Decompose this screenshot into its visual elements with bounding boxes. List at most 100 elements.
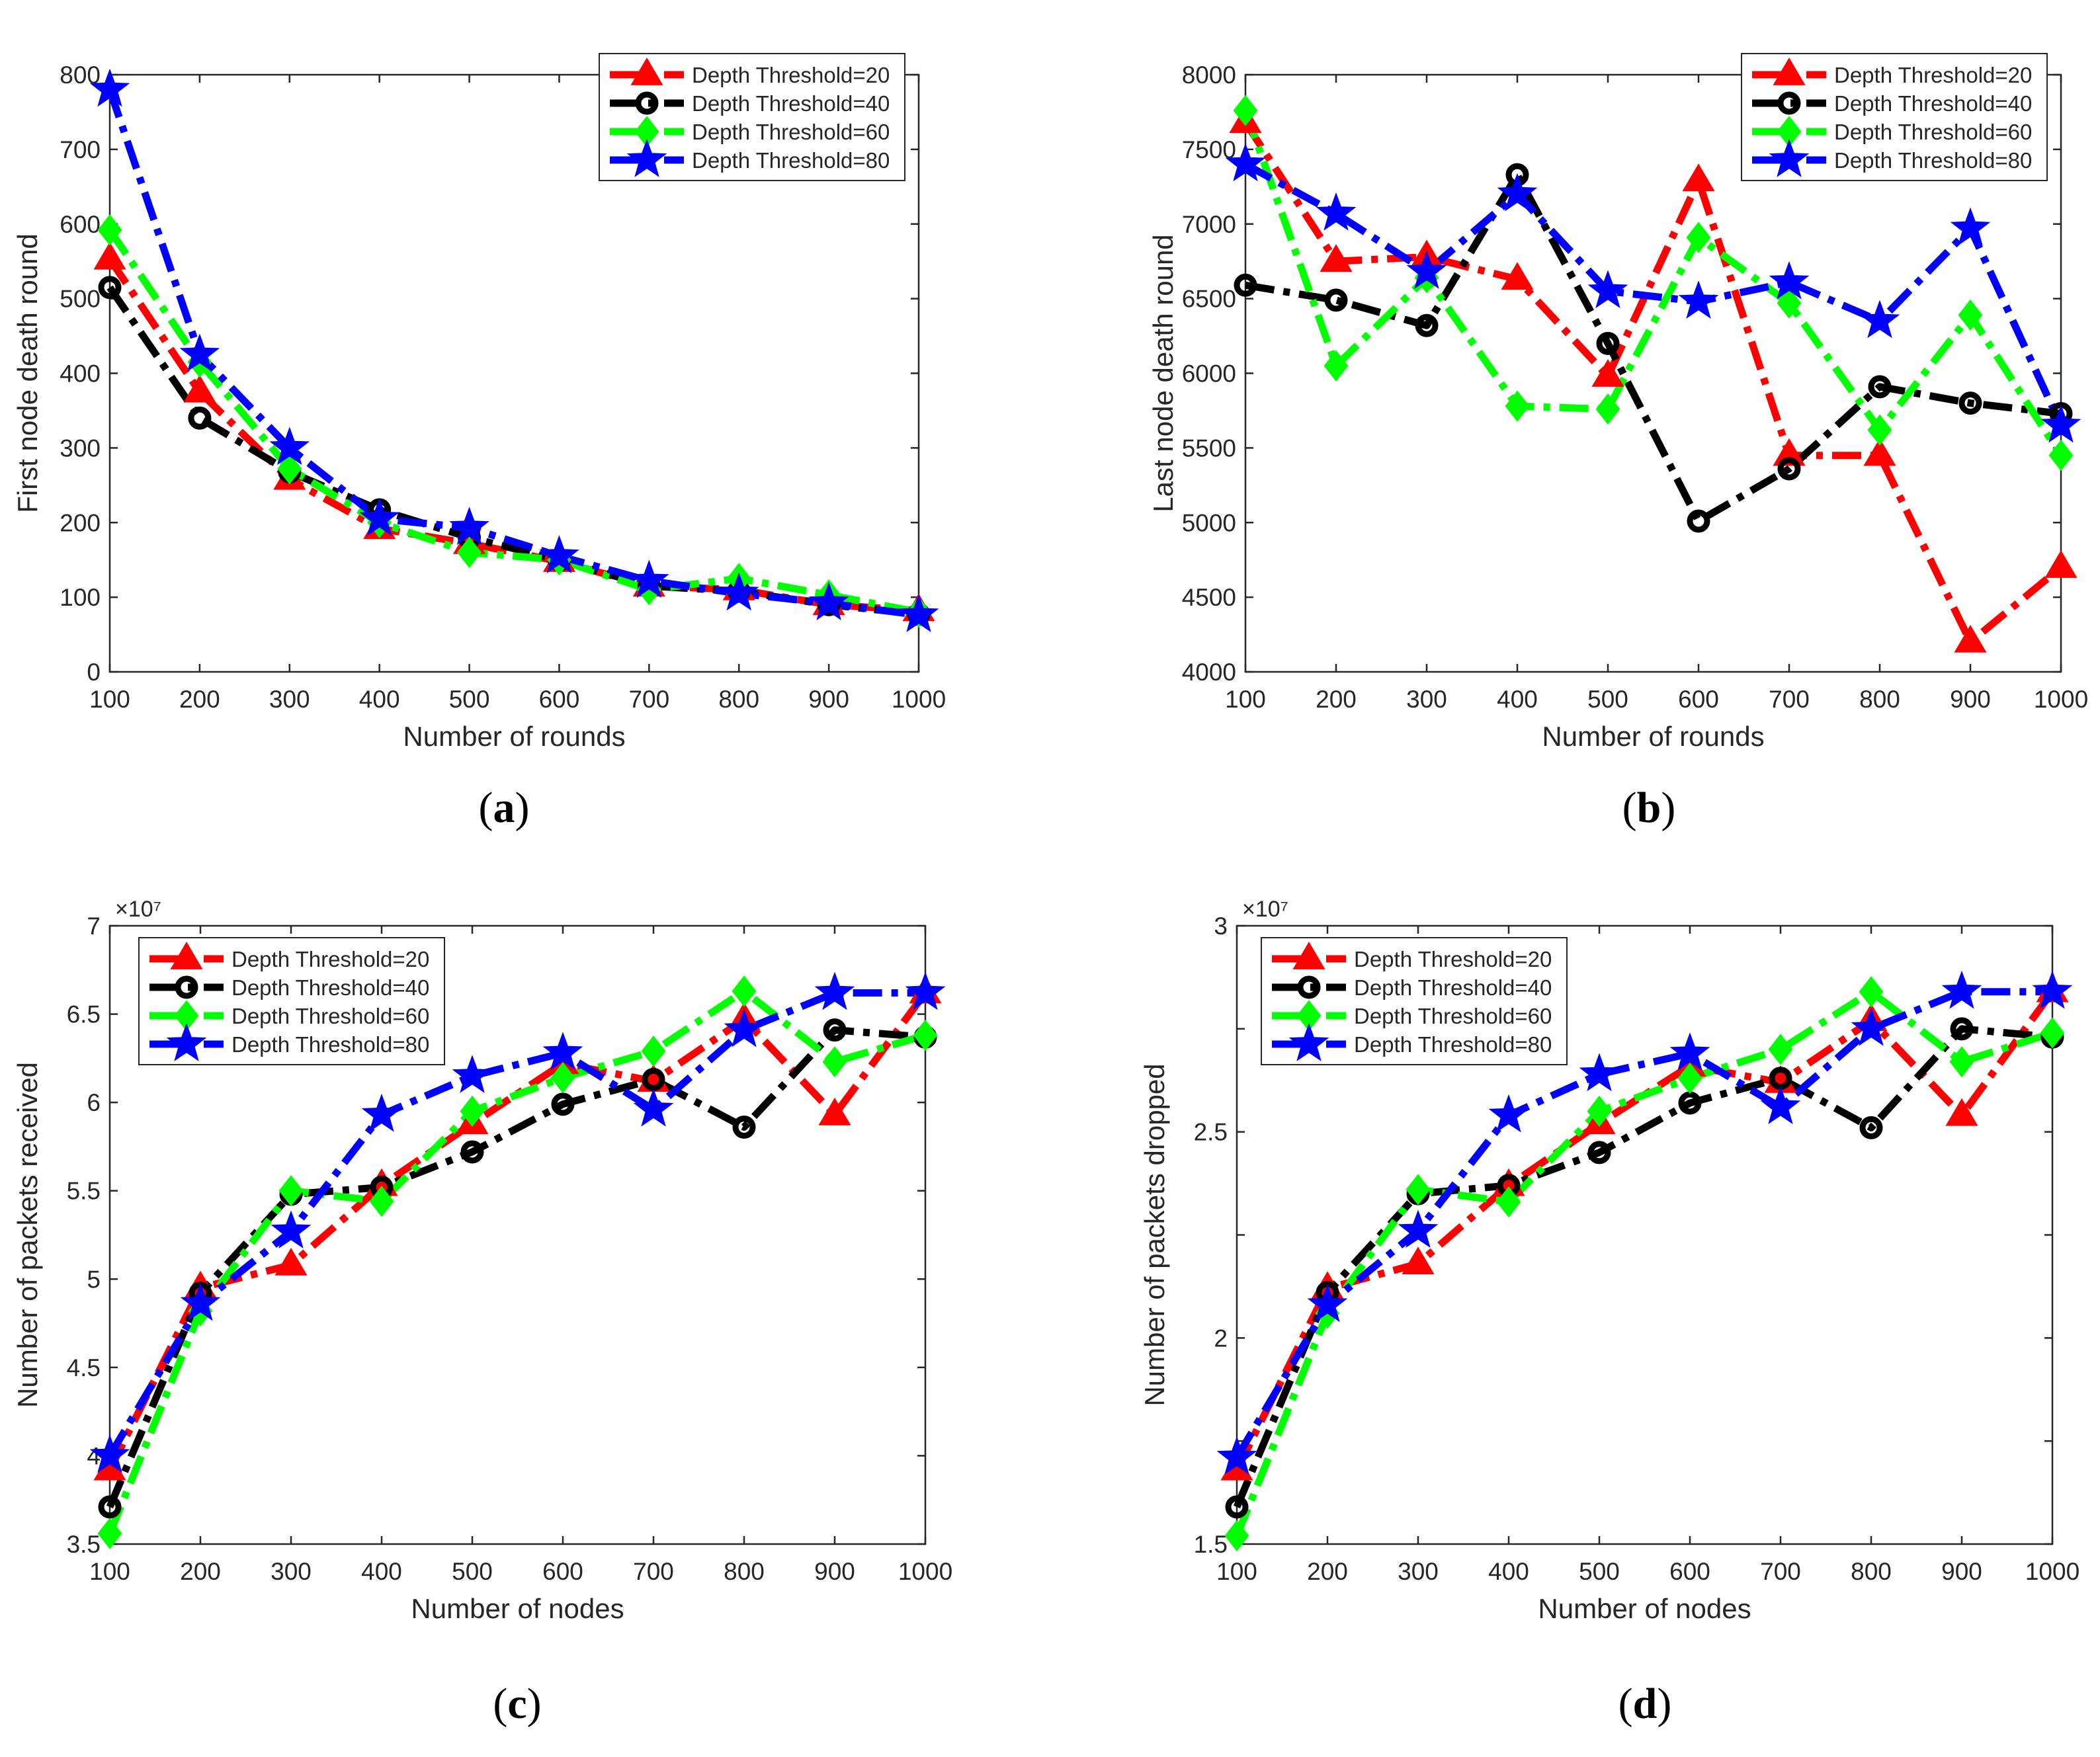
legend-entry: Depth Threshold=60 bbox=[1272, 1000, 1552, 1032]
data-point bbox=[1216, 1436, 1257, 1475]
x-tick-label: 700 bbox=[628, 686, 669, 713]
y-tick-label: 5.5 bbox=[67, 1178, 101, 1205]
y-exponent-label: ×10⁷ bbox=[1242, 897, 1288, 922]
y-tick-label: 6.5 bbox=[67, 1001, 101, 1028]
legend-label: Depth Threshold=40 bbox=[1834, 91, 2032, 116]
legend-entry: Depth Threshold=60 bbox=[1752, 116, 2032, 147]
x-tick-label: 800 bbox=[1851, 1558, 1892, 1585]
x-tick-label: 400 bbox=[361, 1558, 402, 1585]
x-tick-label: 900 bbox=[808, 686, 849, 713]
y-tick-label: 400 bbox=[60, 360, 101, 388]
y-axis-label: Last node death round bbox=[1148, 234, 1179, 512]
x-tick-label: 900 bbox=[1950, 686, 1991, 713]
series-line bbox=[106, 88, 919, 619]
legend-entry: Depth Threshold=20 bbox=[1272, 942, 1552, 971]
y-tick-label: 3 bbox=[1214, 913, 1228, 940]
data-point bbox=[718, 572, 759, 611]
legend-entry: Depth Threshold=20 bbox=[149, 942, 429, 971]
legend-label: Depth Threshold=80 bbox=[1354, 1032, 1552, 1057]
data-point bbox=[188, 406, 212, 430]
x-tick-label: 400 bbox=[359, 686, 400, 713]
legend-marker bbox=[1773, 58, 1806, 85]
data-point bbox=[269, 427, 310, 466]
data-point bbox=[633, 1088, 674, 1127]
x-tick-label: 400 bbox=[1488, 1558, 1529, 1585]
y-tick-label: 4.5 bbox=[67, 1354, 101, 1381]
data-point bbox=[822, 1046, 847, 1078]
legend-entry: Depth Threshold=40 bbox=[610, 91, 890, 116]
x-tick-label: 300 bbox=[269, 686, 310, 713]
data-point bbox=[732, 1116, 756, 1139]
legend-marker bbox=[1769, 139, 1810, 177]
data-point bbox=[539, 535, 579, 573]
data-point bbox=[1686, 222, 1711, 253]
legend-marker bbox=[170, 942, 203, 969]
data-point bbox=[277, 453, 302, 485]
legend-label: Depth Threshold=80 bbox=[231, 1032, 429, 1057]
data-point bbox=[1501, 262, 1534, 290]
x-tick-label: 1000 bbox=[2025, 1558, 2079, 1585]
data-point bbox=[550, 1062, 575, 1094]
data-point bbox=[823, 1018, 847, 1042]
data-point bbox=[183, 374, 216, 403]
x-tick-label: 600 bbox=[1669, 1558, 1710, 1585]
panel-caption: (d) bbox=[1618, 1680, 1672, 1728]
data-point bbox=[1773, 438, 1806, 466]
data-point bbox=[1868, 375, 1892, 399]
y-tick-label: 300 bbox=[60, 434, 101, 462]
series-3 bbox=[106, 227, 920, 616]
legend-label: Depth Threshold=60 bbox=[1834, 120, 2032, 144]
series-4-markers bbox=[89, 971, 946, 1473]
x-tick-label: 1000 bbox=[898, 1558, 952, 1585]
x-tick-label: 300 bbox=[1406, 686, 1447, 713]
data-point bbox=[2040, 1017, 2065, 1049]
y-axis-label: First node death round bbox=[12, 233, 43, 513]
legend-entry: Depth Threshold=20 bbox=[610, 58, 890, 87]
data-point bbox=[1496, 1186, 1521, 1218]
data-point bbox=[1324, 288, 1348, 312]
x-tick-label: 1000 bbox=[892, 686, 946, 713]
x-tick-label: 200 bbox=[180, 1558, 221, 1585]
legend-label: Depth Threshold=40 bbox=[692, 91, 890, 116]
data-point bbox=[814, 971, 855, 1010]
x-tick-label: 100 bbox=[1216, 1558, 1257, 1585]
data-point bbox=[1677, 1063, 1702, 1094]
data-point bbox=[1233, 95, 1258, 126]
data-point bbox=[359, 497, 399, 536]
data-point bbox=[1225, 1495, 1249, 1519]
data-point bbox=[1949, 1046, 1974, 1078]
y-tick-label: 2.5 bbox=[1194, 1119, 1228, 1146]
x-tick-label: 300 bbox=[1398, 1558, 1439, 1585]
data-point bbox=[724, 1008, 765, 1047]
data-point bbox=[1320, 244, 1353, 272]
data-point bbox=[1950, 207, 1991, 246]
x-tick-label: 200 bbox=[179, 686, 220, 713]
x-tick-label: 900 bbox=[1941, 1558, 1982, 1585]
data-point bbox=[629, 559, 669, 598]
y-tick-label: 700 bbox=[60, 136, 101, 163]
y-tick-label: 500 bbox=[60, 286, 101, 313]
x-tick-label: 1000 bbox=[2034, 686, 2088, 713]
data-point bbox=[641, 1036, 666, 1067]
data-point bbox=[1505, 390, 1530, 422]
x-tick-label: 500 bbox=[1587, 686, 1628, 713]
chart-panel-a: 100 200 300 400 500 600 700 800 900 1000010020030… bbox=[12, 53, 946, 832]
data-point bbox=[1682, 163, 1715, 192]
y-exponent-label: ×10⁷ bbox=[115, 897, 161, 922]
legend-marker bbox=[1288, 1023, 1329, 1061]
data-point bbox=[1406, 1174, 1431, 1205]
data-point bbox=[551, 1092, 575, 1116]
data-point bbox=[179, 333, 220, 372]
series-4-markers bbox=[1225, 143, 2081, 443]
x-tick-label: 100 bbox=[89, 1558, 130, 1585]
y-tick-label: 5500 bbox=[1182, 434, 1236, 462]
legend-marker bbox=[1777, 91, 1801, 115]
legend-entry: Depth Threshold=80 bbox=[149, 1023, 429, 1061]
data-point bbox=[2044, 550, 2078, 578]
data-point bbox=[1760, 1086, 1801, 1125]
x-tick-label: 600 bbox=[1678, 686, 1719, 713]
legend: Depth Threshold=20 Depth Threshold=40 Dept… bbox=[1261, 937, 1568, 1065]
data-point bbox=[1307, 1284, 1348, 1323]
data-point bbox=[361, 1093, 402, 1132]
data-point bbox=[2048, 440, 2074, 471]
